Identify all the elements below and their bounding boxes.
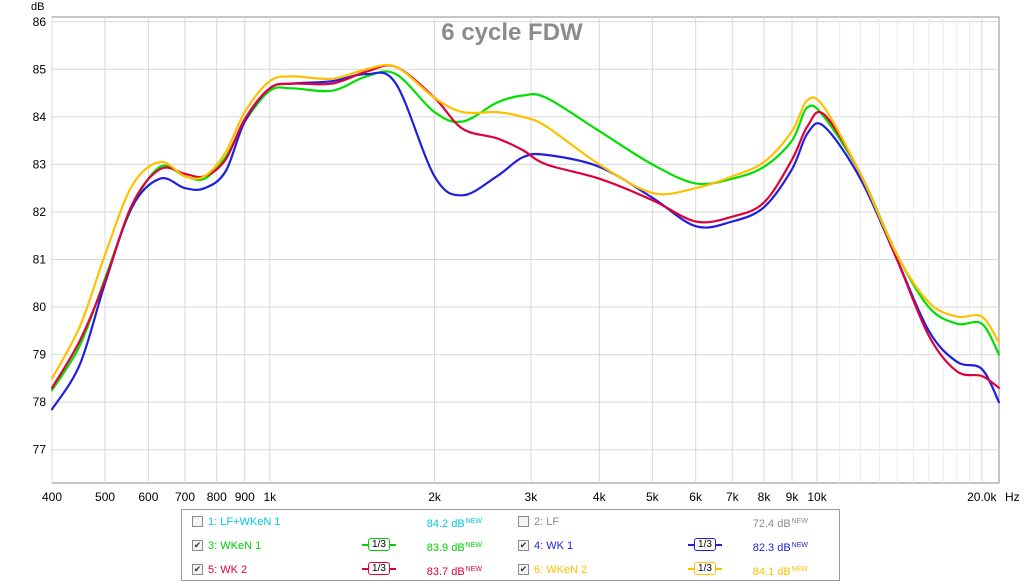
- y-tick-label: 83: [33, 157, 47, 171]
- y-tick-label: 84: [33, 110, 47, 124]
- y-tick-label: 81: [33, 253, 47, 267]
- y-tick-label: 80: [33, 300, 47, 314]
- new-badge: NEW: [465, 566, 482, 573]
- grid: [51, 17, 999, 483]
- new-badge: NEW: [465, 518, 482, 525]
- legend-level: 72.4 dBNEW: [752, 518, 808, 530]
- smoothing-button[interactable]: 1/3: [688, 537, 722, 553]
- y-tick-label: 77: [33, 443, 47, 457]
- new-badge: NEW: [791, 542, 808, 549]
- x-tick-label: 500: [95, 490, 115, 504]
- new-badge: NEW: [791, 566, 808, 573]
- legend-label: 1: LF+WKeN 1: [208, 516, 281, 528]
- smoothing-button[interactable]: 1/3: [688, 561, 722, 577]
- legend-label: 3: WKeN 1: [208, 540, 262, 552]
- y-tick-label: 82: [33, 205, 47, 219]
- x-tick-label: 20.0k: [967, 490, 997, 504]
- x-tick-label: 400: [42, 490, 62, 504]
- legend-checkbox[interactable]: [518, 516, 529, 527]
- legend: 1: LF+WKeN 1 84.2 dBNEW 2: LF 72.4 dBNEW ✔ 3:…: [181, 509, 840, 581]
- y-axis-label: dB: [31, 1, 44, 13]
- x-tick-label: 700: [175, 490, 195, 504]
- legend-level: 84.2 dBNEW: [426, 518, 482, 530]
- chart-title: 6 cycle FDW: [441, 19, 583, 46]
- frequency-response-chart: 86 85 84 83 82 81 80 79 78 77 400 500 600 700 800 900 1k…: [31, 1, 1020, 504]
- x-tick-label: 7k: [726, 490, 740, 504]
- x-tick-label: 6k: [689, 490, 703, 504]
- series-lines: [50, 63, 1001, 411]
- x-axis-unit: Hz: [1005, 490, 1020, 504]
- new-badge: NEW: [791, 518, 808, 525]
- y-tick-label: 86: [33, 15, 47, 29]
- legend-level: 83.7 dBNEW: [426, 566, 482, 578]
- y-tick-label: 79: [33, 348, 47, 362]
- smoothing-label: 1/3: [368, 562, 390, 575]
- x-tick-label: 3k: [525, 490, 539, 504]
- legend-checkbox[interactable]: ✔: [192, 564, 203, 575]
- x-tick-label: 800: [207, 490, 227, 504]
- x-tick-label: 2k: [428, 490, 442, 504]
- y-tick-label: 85: [33, 62, 47, 76]
- new-badge: NEW: [465, 542, 482, 549]
- plot-area: [51, 16, 1000, 484]
- legend-label: 4: WK 1: [534, 540, 574, 552]
- smoothing-label: 1/3: [694, 538, 716, 551]
- x-tick-label: 8k: [758, 490, 772, 504]
- legend-level: 84.1 dBNEW: [752, 566, 808, 578]
- x-tick-label: 4k: [593, 490, 607, 504]
- legend-level: 82.3 dBNEW: [752, 542, 808, 554]
- legend-level: 83.9 dBNEW: [426, 542, 482, 554]
- legend-label: 6: WKeN 2: [534, 564, 588, 576]
- x-tick-label: 600: [138, 490, 158, 504]
- legend-checkbox[interactable]: ✔: [518, 540, 529, 551]
- series-line-wk-1: [50, 71, 1001, 411]
- smoothing-label: 1/3: [368, 538, 390, 551]
- x-tick-label: 1k: [263, 490, 277, 504]
- smoothing-button[interactable]: 1/3: [362, 561, 396, 577]
- x-tick-label: 900: [235, 490, 255, 504]
- legend-label: 2: LF: [534, 516, 560, 528]
- x-tick-label: 10k: [807, 490, 827, 504]
- x-tick-label: 5k: [646, 490, 660, 504]
- x-tick-label: 9k: [786, 490, 800, 504]
- series-line-wken-2: [50, 63, 1001, 380]
- smoothing-button[interactable]: 1/3: [362, 537, 396, 553]
- legend-checkbox[interactable]: ✔: [192, 540, 203, 551]
- smoothing-label: 1/3: [694, 562, 716, 575]
- legend-checkbox[interactable]: [192, 516, 203, 527]
- legend-label: 5: WK 2: [208, 564, 248, 576]
- legend-checkbox[interactable]: ✔: [518, 564, 529, 575]
- axis-tick-labels: 86 85 84 83 82 81 80 79 78 77 400 500 600 700 800 900 1k…: [33, 15, 998, 504]
- y-tick-label: 78: [33, 395, 47, 409]
